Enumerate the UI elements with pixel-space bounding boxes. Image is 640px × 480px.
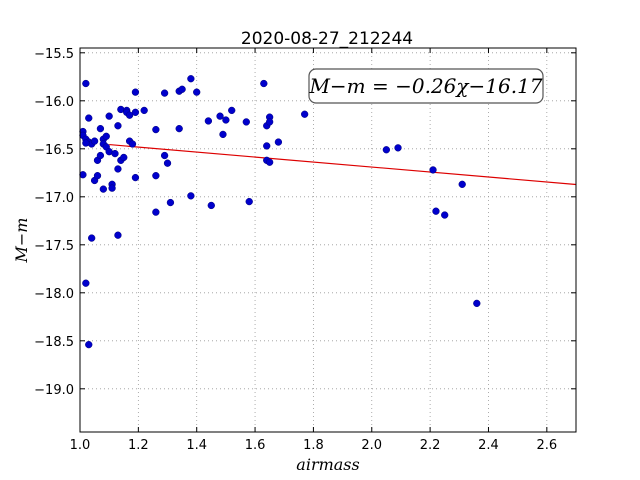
x-axis-label: airmass: [296, 455, 359, 474]
x-tick-label: 2.0: [361, 438, 382, 453]
data-point: [85, 340, 93, 349]
data-point: [222, 116, 230, 124]
x-tick-label: 2.2: [420, 438, 441, 453]
data-point: [88, 234, 96, 242]
data-point: [166, 198, 175, 207]
data-point: [160, 151, 169, 160]
y-tick-label: −18.0: [34, 287, 74, 302]
data-point: [96, 151, 105, 160]
x-tick-label: 1.0: [70, 438, 91, 453]
data-point: [274, 138, 283, 146]
data-point: [178, 85, 186, 93]
data-point: [114, 231, 122, 239]
annotation-text: M−m = −0.26χ−16.17: [308, 74, 542, 98]
data-point: [120, 153, 128, 162]
data-point: [473, 299, 481, 308]
data-point: [265, 118, 274, 126]
data-point: [82, 139, 90, 147]
data-point: [96, 124, 105, 133]
plot-frame: [79, 47, 577, 433]
annotation-box: [308, 68, 544, 104]
data-point: [79, 171, 87, 179]
data-point: [394, 144, 402, 152]
data-point: [187, 192, 195, 200]
data-point: [441, 211, 449, 219]
data-point: [114, 165, 122, 173]
grid: [79, 48, 576, 432]
data-point: [140, 106, 148, 115]
y-tick-label: −18.5: [34, 335, 74, 350]
data-point: [429, 166, 437, 174]
data-point: [152, 208, 160, 216]
data-point: [228, 106, 236, 115]
data-point: [85, 114, 93, 122]
data-point: [82, 279, 90, 287]
data-point: [99, 185, 107, 193]
data-point: [152, 172, 160, 180]
data-point: [207, 201, 215, 210]
y-axis-label: M−m: [12, 218, 31, 264]
data-point: [131, 108, 140, 116]
data-point: [93, 172, 102, 180]
data-point: [90, 137, 99, 145]
data-point: [301, 110, 309, 118]
data-point: [125, 111, 134, 119]
y-tick-label: −16.0: [34, 95, 74, 110]
data-point: [163, 159, 172, 167]
fit-line: [109, 143, 577, 186]
y-tick-label: −16.5: [34, 143, 74, 158]
x-tick-label: 1.2: [128, 438, 149, 453]
data-point: [108, 184, 116, 192]
data-point: [219, 130, 227, 139]
data-point: [114, 122, 122, 130]
y-tick-label: −19.0: [34, 383, 74, 398]
x-tick-label: 1.8: [303, 438, 324, 453]
data-point: [204, 117, 213, 125]
data-point: [193, 88, 201, 96]
data-point: [432, 207, 440, 215]
x-tick-label: 2.6: [536, 438, 557, 453]
fit-line-group: [109, 143, 577, 186]
x-tick-label: 2.4: [478, 438, 499, 453]
data-point: [242, 118, 250, 126]
data-point: [131, 88, 140, 96]
data-point: [102, 132, 110, 140]
y-tick-label: −15.5: [34, 47, 74, 62]
y-tick-label: −17.0: [34, 191, 74, 206]
fit-annotation: M−m = −0.26χ−16.17: [308, 68, 544, 104]
data-point: [160, 89, 169, 97]
chart-title: 2020-08-27_212244: [241, 29, 413, 49]
data-point: [260, 79, 268, 88]
data-point: [105, 112, 113, 120]
data-point: [128, 140, 137, 148]
data-point: [216, 112, 224, 120]
data-point: [382, 146, 391, 154]
data-point: [152, 125, 160, 134]
data-point: [187, 75, 195, 83]
data-points: [79, 75, 481, 349]
axis-ticks: 1.0 1.2 1.4 1.6 1.8 2.0 2.2 2.4 2.6 −15.5 −16.0 −16…: [34, 47, 576, 453]
data-point: [131, 173, 140, 182]
data-point: [175, 124, 183, 133]
data-point: [82, 79, 90, 88]
data-point: [458, 180, 466, 188]
y-tick-label: −17.5: [34, 239, 74, 254]
x-tick-label: 1.4: [186, 438, 207, 453]
data-point: [245, 197, 253, 206]
data-point: [111, 149, 119, 158]
data-point: [265, 158, 274, 166]
data-point: [263, 142, 271, 150]
x-tick-label: 1.6: [245, 438, 266, 453]
